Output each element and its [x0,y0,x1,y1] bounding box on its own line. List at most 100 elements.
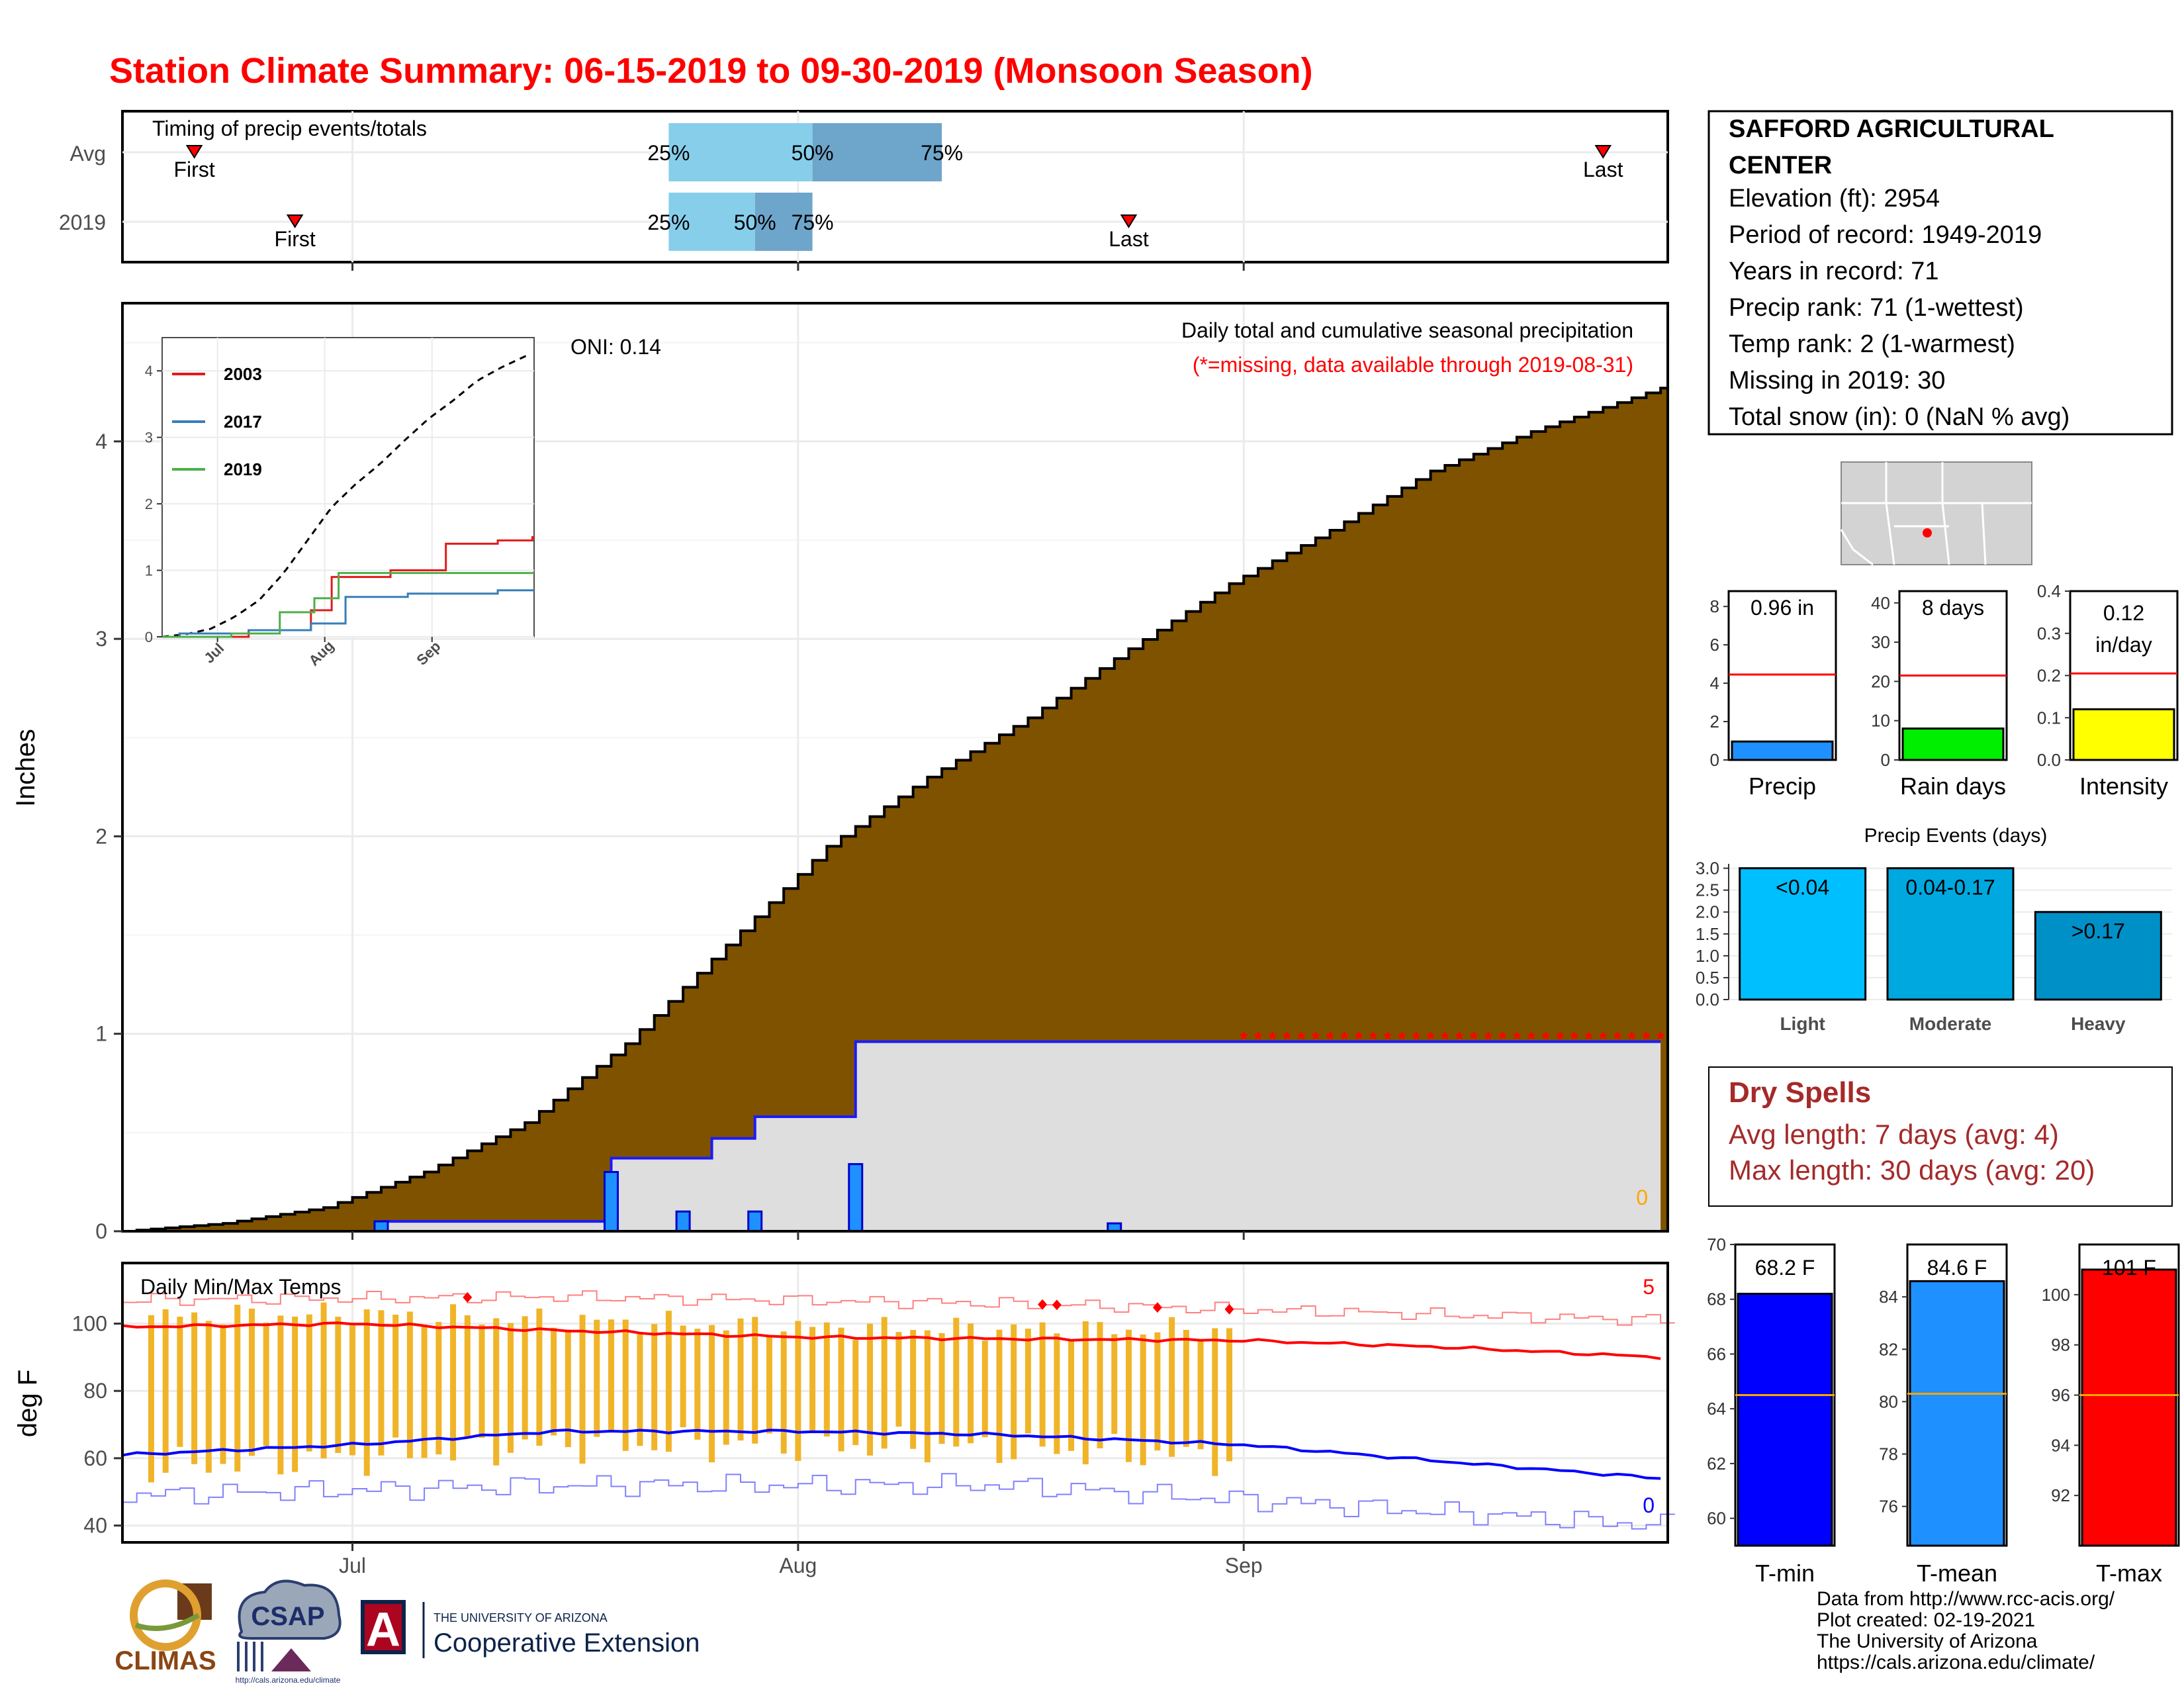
missing-marker: * [1269,1029,1277,1051]
missing-marker: * [1614,1029,1621,1051]
timing-row-avg: Avg [69,142,106,165]
mini-chart-ytick-label: 10 [1871,711,1890,731]
missing-marker: * [1585,1029,1593,1051]
temp-summary-ytick-label: 84 [1879,1287,1898,1307]
missing-marker: * [1527,1029,1535,1051]
timing-label-q50: 50% [734,211,776,234]
temp-summary-ytick-label: 62 [1707,1454,1726,1474]
temp-summary-value: 84.6 F [1927,1256,1987,1280]
temp-summary-ytick-label: 80 [1879,1391,1898,1411]
mini-chart-value-unit: in/day [2095,633,2152,657]
inset-year-line [162,589,534,638]
x-tick-label: Jul [339,1554,366,1577]
mini-chart-ytick-label: 0.2 [2037,666,2061,686]
missing-marker: * [1427,1029,1435,1051]
avg-max-line [122,1321,1661,1360]
timing-label-q75: 75% [792,211,834,234]
missing-marker: * [1398,1029,1406,1051]
precip-zero-label: 0 [1636,1186,1648,1209]
temp-summary-ytick-label: 68 [1707,1289,1726,1309]
missing-note: (*=missing, data available through 2019-… [1193,353,1633,377]
temp-summary-ytick-label: 92 [2051,1485,2070,1505]
events-ytick-label: 0.0 [1696,990,1719,1009]
locator-map [1840,461,2032,566]
timing-bar-q50-q75 [812,123,942,181]
mini-chart-bar [1731,740,1834,761]
temp-summary-ytick-label: 64 [1707,1399,1726,1419]
daily-precip-bar [675,1210,691,1233]
missing-marker: * [1498,1029,1506,1051]
event-bar-label: <0.04 [1776,876,1829,900]
mini-chart-value: 0.96 in [1751,596,1814,620]
temp-ytick-label: 60 [83,1446,107,1470]
missing-marker: * [1628,1029,1636,1051]
precip-ytick-label: 2 [95,824,107,848]
mini-chart-ytick-label: 0 [1710,750,1719,770]
events-ytick-label: 2.5 [1696,880,1719,900]
mini-chart-ytick-label: 20 [1871,671,1890,691]
temp-summary-ytick-label: 94 [2051,1435,2070,1455]
missing-marker: * [1441,1029,1449,1051]
mini-chart-ytick-label: 40 [1871,593,1890,613]
mini-chart-intensity: 0.0 0.1 0.2 0.3 0.4 0.12 in/day Intensity [2037,581,2179,800]
station-temp-rank: Temp rank: 2 (1-warmest) [1729,330,2015,358]
mini-chart-ytick-label: 0.4 [2037,581,2061,601]
station-missing: Missing in 2019: 30 [1729,367,1945,395]
missing-marker: * [1254,1029,1262,1051]
footer: Data from http://www.rcc-acis.org/ Plot … [1817,1588,2115,1673]
precip-ytick-label: 3 [95,627,107,651]
event-bar [2034,911,2162,1001]
dry-spells-avg: Avg length: 7 days (avg: 4) [1729,1119,2059,1150]
inset-ytick-label: 1 [145,563,153,579]
missing-marker: * [1369,1029,1377,1051]
temp-summary-ytick-label: 66 [1707,1344,1726,1364]
obs-cumulative-fill [122,1041,1661,1231]
x-tick-label: Aug [779,1554,817,1577]
temp-summary-T-mean: 84.6 F 76 78 80 82 84 T-mean [1879,1243,2008,1587]
station-snow: Total snow (in): 0 (NaN % avg) [1729,403,2070,431]
timing-label-last: Last [1583,158,1623,181]
footer-line-1: Data from http://www.rcc-acis.org/ [1817,1588,2115,1610]
temp-summary-ytick-label: 70 [1707,1235,1726,1254]
temp-summary-ytick-label: 78 [1879,1444,1898,1464]
max-count: 5 [1643,1275,1655,1299]
timing-marker-last [1594,145,1612,159]
timing-label-q25: 25% [647,141,690,165]
events-ytick-label: 1.0 [1696,946,1719,966]
events-ytick-label: 2.0 [1696,902,1719,922]
station-location-marker [1923,528,1932,538]
mini-chart-ytick-label: 0 [1881,750,1890,770]
mini-chart-ytick-label: 0.0 [2037,750,2061,770]
precip-ylabel: Inches [11,729,40,807]
inset-avg-line [161,353,529,638]
temp-summary-label: T-max [2096,1560,2162,1587]
mini-chart-precip: 0 2 4 6 8 0.96 in Precip [1710,590,1837,800]
ua-logo-bottom: Cooperative Extension [433,1628,700,1658]
avg-min-line [122,1429,1661,1480]
station-years: Years in record: 71 [1729,258,1939,285]
station-name-2: CENTER [1729,152,1832,179]
temp-summary-ytick-label: 60 [1707,1509,1726,1528]
missing-marker: * [1657,1029,1664,1051]
temp-summary-ytick-label: 96 [2051,1385,2070,1405]
missing-marker: * [1513,1029,1521,1051]
x-tick-label: Sep [1225,1554,1263,1577]
station-name-1: SAFFORD AGRICULTURAL [1729,115,2054,143]
mini-chart-ytick-label: 6 [1710,635,1719,655]
precip-ytick-label: 0 [95,1219,107,1243]
timing-bar-q25-q50 [668,193,755,251]
csap-logo-text: CSAP [251,1602,324,1631]
temp-summary-label: T-min [1755,1560,1815,1587]
record-high-marker [1052,1299,1062,1311]
daily-precip-bar [373,1220,389,1233]
temp-summary-T-min: 68.2 F 60 62 64 66 68 70 T-min [1707,1235,1836,1587]
station-info: SAFFORD AGRICULTURAL CENTER Elevation (f… [1707,110,2173,436]
missing-marker: * [1283,1029,1291,1051]
timing-marker-first [286,214,304,228]
daily-precip-bar [604,1171,619,1233]
missing-marker: * [1355,1029,1363,1051]
inset-legend-label: 2017 [224,412,262,432]
record-high-marker [463,1291,473,1303]
inset-ytick-label: 2 [145,496,153,512]
missing-marker: * [1326,1029,1334,1051]
